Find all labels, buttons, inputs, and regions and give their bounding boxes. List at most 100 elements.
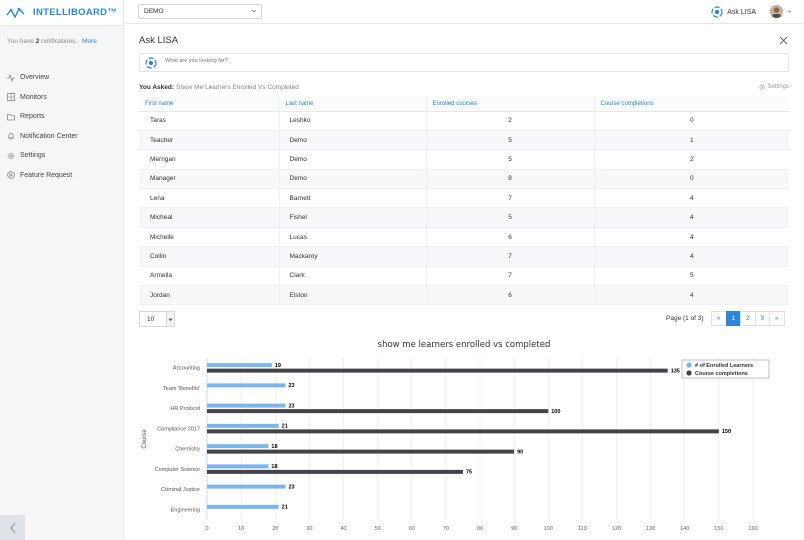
search-input[interactable] <box>165 58 765 64</box>
settings-link[interactable]: Settings <box>759 84 789 90</box>
cell-last-name: Lucas <box>278 227 426 248</box>
cell-completions: 4 <box>593 227 789 248</box>
bar-enrolled <box>207 464 269 469</box>
category-label: Engineering <box>171 507 200 513</box>
data-label-completed: 75 <box>466 470 472 476</box>
grid-icon <box>7 93 15 102</box>
sidebar-item-label: Notification Center <box>20 132 78 140</box>
x-tick-label: 80 <box>477 526 483 532</box>
cell-first-name: Merrigan <box>139 149 279 170</box>
next-page-button[interactable]: » <box>769 311 785 326</box>
collapse-sidebar-button[interactable] <box>0 515 25 540</box>
chart-container: show me learners enrolled vs completed 0 1… <box>139 334 804 540</box>
category-label: Computer Science <box>155 467 200 473</box>
sidebar-item-reports[interactable]: Reports <box>0 107 123 127</box>
data-label-enrolled: 21 <box>282 505 288 511</box>
cell-first-name: Michelle <box>139 227 279 248</box>
bar-enrolled <box>207 403 286 408</box>
page-button-3[interactable]: 3 <box>754 311 770 326</box>
data-label-completed: 90 <box>517 449 523 455</box>
category-label: HR Protocol <box>170 406 200 412</box>
cell-last-name: Barnett <box>278 188 426 209</box>
user-photo <box>770 5 783 18</box>
category-label: Compliance 2017 <box>157 426 200 432</box>
cell-enrolled: 7 <box>425 266 594 287</box>
bar-completed <box>207 368 668 373</box>
x-tick-label: 30 <box>306 526 312 532</box>
y-axis-title: Course <box>142 429 148 449</box>
bar-enrolled <box>207 504 279 509</box>
data-label-enrolled: 21 <box>282 424 288 430</box>
cell-last-name: Fisher <box>278 207 426 228</box>
more-link[interactable]: More <box>82 38 97 45</box>
bar-completed <box>207 449 515 454</box>
topbar: DEMO Ask LISA <box>125 0 804 24</box>
cell-enrolled: 8 <box>425 169 594 190</box>
bar-enrolled <box>207 363 272 368</box>
cell-enrolled: 5 <box>425 130 594 151</box>
column-header-first-name[interactable]: First name <box>139 97 279 112</box>
data-label-enrolled: 23 <box>288 484 294 490</box>
sidebar-item-label: Settings <box>20 152 46 160</box>
chevron-left-icon <box>9 522 15 533</box>
x-tick-label: 110 <box>578 526 587 532</box>
data-label-completed: 150 <box>722 429 731 435</box>
rows-per-page-select[interactable]: 10 <box>139 311 175 327</box>
site-select[interactable]: DEMO <box>138 4 262 19</box>
close-icon[interactable] <box>779 36 788 45</box>
cell-enrolled: 5 <box>425 149 594 170</box>
cell-last-name: Leshko <box>278 111 426 131</box>
cell-completions: 0 <box>593 169 789 190</box>
bar-completed <box>207 469 463 474</box>
cell-last-name: Clark <box>278 266 426 287</box>
sidebar-item-feature-request[interactable]: Feature Request <box>0 166 123 186</box>
chart-title: show me learners enrolled vs completed <box>378 340 551 350</box>
page-button-1[interactable]: 1 <box>725 311 741 326</box>
logo[interactable]: INTELLIBOARD™ <box>0 0 123 26</box>
legend-box <box>681 359 770 379</box>
table-row: Jordan Elston 6 4 <box>139 285 789 306</box>
avatar[interactable] <box>770 5 783 18</box>
cell-enrolled: 5 <box>425 207 594 228</box>
bell-icon <box>7 132 15 141</box>
x-tick-label: 50 <box>375 526 381 532</box>
column-header-course-completions[interactable]: Course completions <box>593 97 789 112</box>
ask-lisa-button[interactable]: Ask LISA <box>711 6 756 18</box>
notif-prefix: You have <box>7 38 34 45</box>
cell-completions: 4 <box>593 285 789 306</box>
sidebar-nav: Overview Monitors Reports Notification C… <box>0 68 123 185</box>
sidebar-item-settings[interactable]: Settings <box>0 146 123 166</box>
table-header-row: First name Last name Enrolled courses Co… <box>139 97 789 112</box>
notif-suffix: notifications. <box>41 38 78 45</box>
column-header-last-name[interactable]: Last name <box>278 97 426 112</box>
sidebar-item-notification-center[interactable]: Notification Center <box>0 127 123 147</box>
data-label-completed: 100 <box>551 409 560 415</box>
cell-completions: 5 <box>593 266 789 287</box>
chevron-down-icon <box>251 9 257 13</box>
x-tick-label: 10 <box>238 526 244 532</box>
page-button-2[interactable]: 2 <box>740 311 756 326</box>
data-label-completed: 135 <box>671 368 680 374</box>
legend-marker-completed <box>686 370 692 376</box>
search-box[interactable] <box>139 53 789 72</box>
prev-page-button[interactable]: « <box>711 311 727 326</box>
column-header-enrolled-courses[interactable]: Enrolled courses <box>425 97 594 112</box>
sidebar-item-monitors[interactable]: Monitors <box>0 88 123 108</box>
table-row: Michelle Lucas 6 4 <box>139 227 789 248</box>
sidebar-item-label: Monitors <box>20 93 47 101</box>
category-label: Accounting <box>173 366 200 372</box>
folder-icon <box>7 113 15 121</box>
x-tick-label: 120 <box>612 526 621 532</box>
bar-completed <box>207 409 549 414</box>
caret-down-icon <box>166 312 174 326</box>
table-row: Collin Mackaroy 7 4 <box>139 246 789 267</box>
cell-last-name: Mackaroy <box>278 246 426 267</box>
data-label-enrolled: 19 <box>275 363 281 369</box>
pagination: « 1 2 3 » <box>711 311 785 326</box>
cell-first-name: Armella <box>139 266 279 287</box>
sidebar-item-overview[interactable]: Overview <box>0 68 123 88</box>
chevron-down-icon[interactable] <box>787 9 792 14</box>
cell-last-name: Demo <box>278 169 426 190</box>
bar-enrolled <box>207 423 279 428</box>
x-tick-label: 70 <box>443 526 449 532</box>
